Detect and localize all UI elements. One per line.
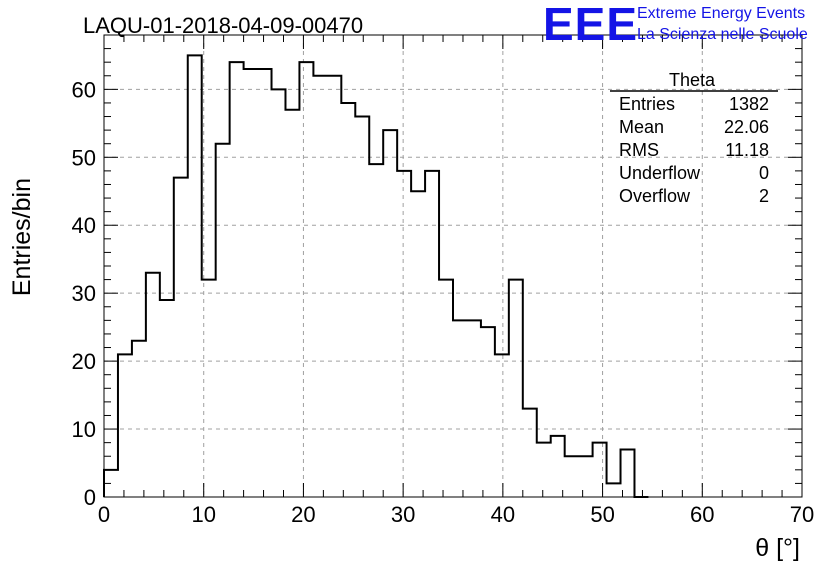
x-tick-label: 10: [191, 502, 215, 527]
grid: [104, 35, 802, 497]
stats-box: Theta Entries 1382 Mean 22.06 RMS 11.18 …: [610, 70, 778, 206]
chart-title: LAQU-01-2018-04-09-00470: [83, 13, 363, 38]
y-tick-label: 20: [72, 349, 96, 374]
y-tick-label: 40: [72, 213, 96, 238]
x-tick-labels: 0 10 20 30 40 50 60 70: [98, 502, 814, 527]
axis-ticks: [103, 34, 803, 498]
y-tick-labels: 0 10 20 30 40 50 60: [72, 77, 96, 510]
stats-box-name: Theta: [669, 70, 716, 90]
histogram-series: [103, 54, 649, 498]
stats-label-rms: RMS: [619, 140, 659, 160]
y-axis-title: Entries/bin: [8, 178, 36, 296]
stats-value-mean: 22.06: [724, 117, 769, 137]
x-tick-label: 50: [590, 502, 614, 527]
stats-label-underflow: Underflow: [619, 163, 701, 183]
x-tick-label: 0: [98, 502, 110, 527]
x-tick-label: 40: [491, 502, 515, 527]
x-tick-label: 70: [790, 502, 814, 527]
stats-label-mean: Mean: [619, 117, 664, 137]
stats-label-overflow: Overflow: [619, 186, 691, 206]
stats-value-underflow: 0: [759, 163, 769, 183]
plot-frame: [103, 34, 803, 498]
x-tick-label: 20: [291, 502, 315, 527]
y-tick-label: 30: [72, 281, 96, 306]
logo-line-2: La Scienza nelle Scuole: [637, 26, 808, 43]
y-tick-label: 50: [72, 145, 96, 170]
y-tick-label: 60: [72, 77, 96, 102]
x-axis-title: θ [°]: [755, 534, 800, 562]
logo-line-1: Extreme Energy Events: [637, 5, 805, 22]
stats-value-overflow: 2: [759, 186, 769, 206]
y-tick-label: 0: [84, 485, 96, 510]
x-tick-label: 30: [391, 502, 415, 527]
logo-mark: EEE: [543, 0, 638, 50]
stats-value-rms: 11.18: [725, 140, 769, 160]
y-tick-label: 10: [72, 417, 96, 442]
stats-label-entries: Entries: [619, 94, 675, 114]
stats-value-entries: 1382: [729, 94, 769, 114]
x-tick-label: 60: [690, 502, 714, 527]
